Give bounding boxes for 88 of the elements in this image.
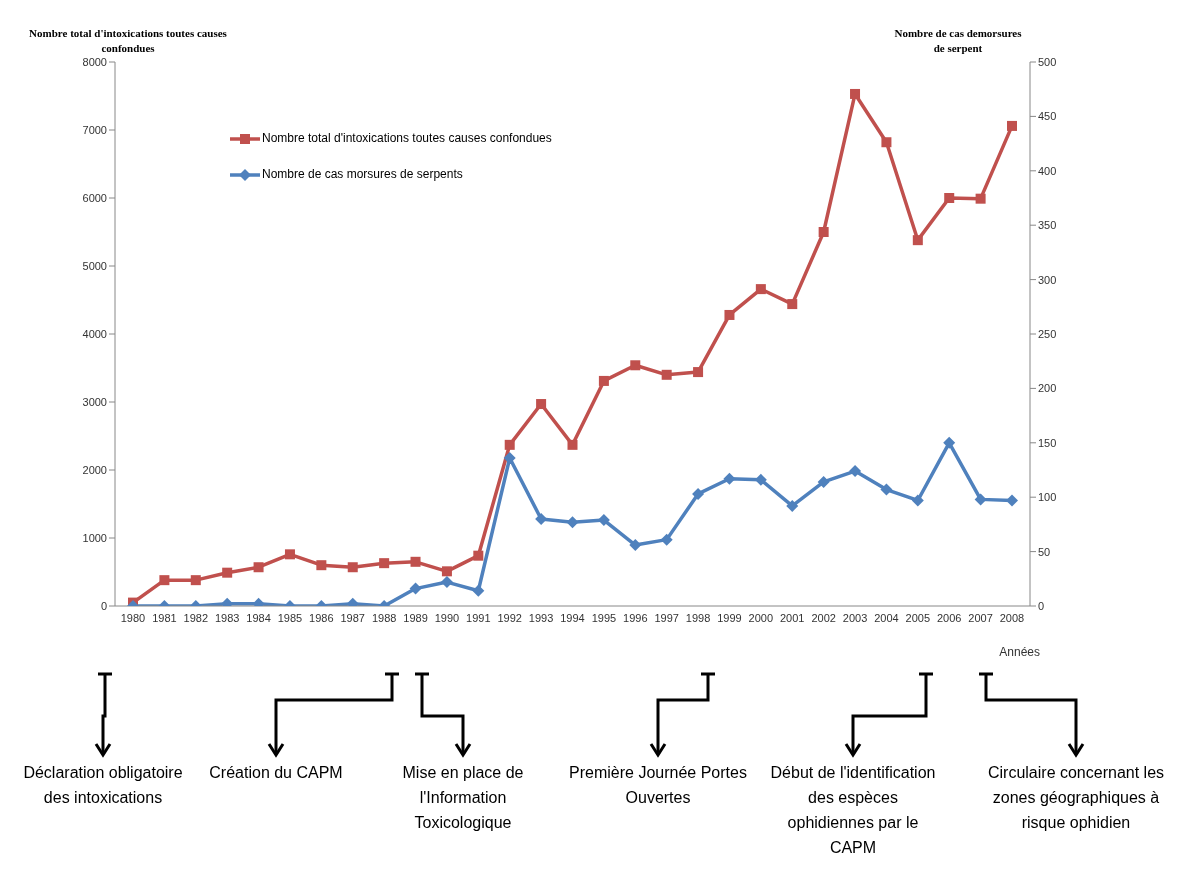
y-tick-label: 7000 — [82, 123, 107, 136]
point — [567, 439, 578, 450]
y-tick-label: 5000 — [82, 259, 107, 272]
point — [379, 558, 390, 569]
point — [755, 284, 766, 295]
x-tick-label: 2001 — [780, 611, 805, 624]
y2-tick-label: 0 — [1038, 599, 1045, 612]
x-tick-label: 1984 — [246, 611, 271, 624]
y-tick-label: 4000 — [82, 327, 107, 340]
text: Création du CAPM — [208, 763, 344, 783]
point — [504, 439, 515, 450]
y2-tick-label: 250 — [1038, 327, 1057, 340]
point — [912, 235, 923, 246]
x-tick-label: 1997 — [654, 611, 679, 624]
y2-tick-label: 400 — [1038, 164, 1057, 177]
x-tick-label: 2004 — [874, 611, 899, 624]
y2-tick-label: 300 — [1038, 273, 1057, 286]
x-tick-label: 1990 — [434, 611, 460, 624]
y-axis-title: Nombre total d'intoxications toutes causes confondues — [28, 26, 228, 56]
x-tick-label: 2005 — [905, 611, 931, 624]
text: Circulaire concernant les zones géographiques à risque ophidien — [986, 763, 1166, 833]
x-tick-label: 2003 — [842, 611, 868, 624]
legend-label: Nombre de cas morsures de serpents — [262, 167, 463, 181]
point — [410, 556, 421, 567]
x-tick-label: 2000 — [748, 611, 774, 624]
point — [159, 575, 170, 586]
point — [818, 227, 829, 237]
y-tick-label: 0 — [100, 599, 107, 612]
point — [190, 575, 201, 586]
point — [222, 567, 233, 578]
x-tick-label: 1996 — [623, 611, 648, 624]
y2-tick-label: 450 — [1038, 110, 1057, 123]
y2-tick-label: 50 — [1038, 545, 1051, 558]
x-tick-label: 1991 — [466, 611, 491, 624]
point — [473, 550, 484, 561]
y2-tick-label: 500 — [1038, 55, 1057, 68]
point — [316, 560, 327, 571]
y-tick-label: 6000 — [82, 191, 107, 204]
x-tick-label: 1981 — [152, 611, 177, 624]
legend-label: Nombre total d'intoxications toutes causes confondues — [262, 131, 552, 145]
point — [598, 375, 609, 386]
x-tick-label: 1985 — [277, 611, 303, 624]
point — [724, 309, 735, 320]
x-tick-label: 1993 — [528, 611, 554, 624]
y2-tick-label: 150 — [1038, 436, 1057, 449]
x-tick-label: 2002 — [811, 611, 836, 624]
point — [441, 566, 452, 577]
point — [661, 369, 672, 380]
text: Déclaration obligatoire des intoxications — [22, 763, 184, 808]
x-tick-label: 1992 — [497, 611, 522, 624]
x-tick-label: 1987 — [340, 611, 365, 624]
text: Début de l'identification des espèces ophidiennes par le CAPM — [769, 763, 937, 858]
x-tick-label: 2008 — [999, 611, 1025, 624]
point — [347, 562, 358, 573]
text: Première Journée Portes Ouvertes — [568, 763, 748, 808]
y2-tick-label: 350 — [1038, 219, 1057, 232]
point — [630, 360, 641, 371]
x-tick-label: 2007 — [968, 611, 993, 624]
x-tick-label: 1988 — [371, 611, 397, 624]
x-tick-label: 1995 — [591, 611, 617, 624]
point — [787, 299, 798, 310]
y-tick-label: 8000 — [82, 55, 107, 68]
y2-tick-label: 100 — [1038, 491, 1057, 504]
x-tick-label: 1998 — [685, 611, 711, 624]
x-tick-label: 1999 — [717, 611, 742, 624]
point — [850, 88, 861, 99]
point — [284, 549, 295, 560]
point — [536, 399, 547, 410]
x-axis-title: Années — [999, 645, 1040, 659]
y2-tick-label: 200 — [1038, 382, 1057, 395]
point — [253, 562, 264, 573]
x-tick-label: 1980 — [120, 611, 146, 624]
x-tick-label: 2006 — [936, 611, 962, 624]
point — [693, 367, 704, 378]
y-tick-label: 1000 — [82, 531, 107, 544]
y-tick-label: 2000 — [82, 463, 107, 476]
point — [1007, 120, 1017, 131]
text: Mise en place de l'Information Toxicologique — [401, 763, 525, 833]
y-tick-label: 3000 — [82, 395, 107, 408]
x-tick-label: 1983 — [214, 611, 240, 624]
x-tick-label: 1989 — [403, 611, 428, 624]
y2-axis-title: Nombre de cas demorsures de serpent — [893, 26, 1023, 56]
point — [881, 137, 892, 148]
point — [944, 193, 955, 203]
x-tick-label: 1994 — [560, 611, 585, 624]
x-tick-label: 1982 — [183, 611, 209, 624]
point — [975, 193, 986, 204]
x-tick-label: 1986 — [309, 611, 334, 624]
